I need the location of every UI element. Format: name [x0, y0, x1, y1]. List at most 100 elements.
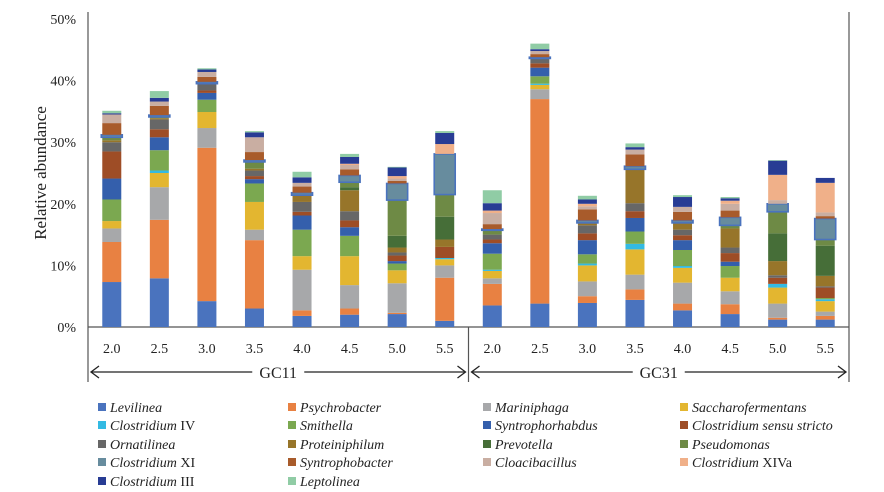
bar-segment [340, 220, 360, 228]
bar-segment [149, 129, 169, 138]
arrowhead-right-icon [837, 365, 848, 379]
bar-stack [100, 110, 124, 327]
legend-label: Syntrophorhabdus [495, 419, 598, 434]
legend-item: Smithella [288, 419, 353, 434]
bar-segment [768, 275, 788, 278]
bar-segment [340, 163, 360, 165]
legend-genus: Clostridium sensu stricto [692, 419, 833, 434]
bar-stack [433, 131, 457, 327]
bar-segment [576, 219, 599, 224]
bar-segment [244, 176, 264, 180]
bar-segment [673, 240, 693, 250]
bar-segment [149, 150, 169, 171]
bar-segment [244, 201, 264, 230]
bar-segment [340, 187, 360, 191]
legend-label: Saccharofermentans [692, 401, 807, 416]
bar-segment [102, 114, 122, 124]
legend-item: Ornatilinea [98, 438, 175, 453]
legend-genus: Clostridium [110, 419, 177, 434]
legend-label: Clostridium III [110, 475, 195, 490]
bar-segment [244, 132, 264, 138]
bar-segment [244, 308, 264, 327]
bar-segment [292, 256, 312, 270]
legend-swatch [98, 477, 106, 485]
bar-segment [720, 277, 740, 292]
legend-swatch [483, 421, 491, 429]
bar-segment [528, 56, 552, 60]
bar-segment [577, 195, 597, 200]
bar-segment [435, 320, 455, 327]
legend-swatch [98, 403, 106, 411]
bar-segment [530, 43, 550, 50]
bar-segment [435, 194, 455, 217]
bar-segment [340, 227, 360, 236]
bar-segment [387, 312, 407, 315]
legend-swatch [483, 403, 491, 411]
bar-segment [387, 255, 407, 262]
bar-segment [625, 203, 645, 212]
x-tick-label: 5.5 [436, 342, 454, 357]
bar-segment [720, 197, 740, 199]
legend-swatch [680, 403, 688, 411]
bar-segment [197, 68, 217, 70]
bar-segment [197, 71, 217, 77]
bar-segment [292, 182, 312, 187]
legend-item: Levilinea [98, 401, 162, 416]
bar-segment [673, 197, 693, 207]
bar-segment [435, 277, 455, 321]
bar-segment [243, 159, 266, 163]
bar-segment [577, 265, 597, 282]
legend-swatch [98, 440, 106, 448]
bar-segment [292, 229, 312, 257]
bar-segment [530, 83, 550, 85]
legend-label: Clostridium XIVa [692, 456, 793, 471]
bar-segment [673, 206, 693, 212]
bar-segment [720, 261, 740, 267]
legend-item: Syntrophorhabdus [483, 419, 598, 434]
bar-segment [530, 67, 550, 77]
bar-segment [292, 201, 312, 212]
bar-segment [577, 296, 597, 303]
legend-suffix: XI [177, 456, 196, 471]
bar-segment [435, 246, 455, 259]
legend-suffix: III [177, 475, 195, 490]
arrowhead-left-icon [89, 365, 100, 379]
group-label: GC11 [259, 365, 297, 382]
y-tick-label: 50% [50, 13, 76, 28]
bar-segment [768, 160, 788, 161]
bar-segment [530, 99, 550, 304]
bar-segment [625, 217, 645, 232]
bar-segment [197, 301, 217, 327]
bar-segment [149, 219, 169, 279]
bar-segment [102, 140, 122, 143]
x-tick-label: 5.0 [769, 342, 787, 357]
bar-segment [720, 210, 740, 218]
bar-segment [435, 259, 455, 266]
bar-segment [435, 265, 455, 278]
bar-segment [577, 222, 597, 226]
bar-segment [195, 81, 219, 85]
legend-genus: Smithella [300, 419, 353, 434]
legend-suffix: XIVa [759, 456, 793, 471]
bar-segment [577, 233, 597, 241]
bar-segment [577, 254, 597, 264]
legend-genus: Clostridium [692, 456, 759, 471]
bar-segment [433, 153, 457, 196]
bar-segment [292, 211, 312, 216]
bar-segment [435, 132, 455, 145]
x-tick-label: 2.5 [531, 342, 549, 357]
bar-segment [720, 291, 740, 305]
bar-segment [673, 250, 693, 267]
x-tick-label: 2.0 [484, 342, 502, 357]
legend-label: Leptolinea [299, 475, 360, 490]
bar-segment [813, 217, 837, 241]
bar-segment [338, 174, 361, 184]
legend-item: Mariniphaga [483, 401, 569, 416]
bar-segment [625, 249, 645, 275]
bar-segment [387, 270, 407, 284]
bar-segment [768, 283, 788, 288]
bar-segment [673, 222, 693, 230]
bar-segment [815, 287, 835, 299]
arrowhead-right-icon [457, 365, 467, 379]
bar-segment [625, 243, 645, 250]
